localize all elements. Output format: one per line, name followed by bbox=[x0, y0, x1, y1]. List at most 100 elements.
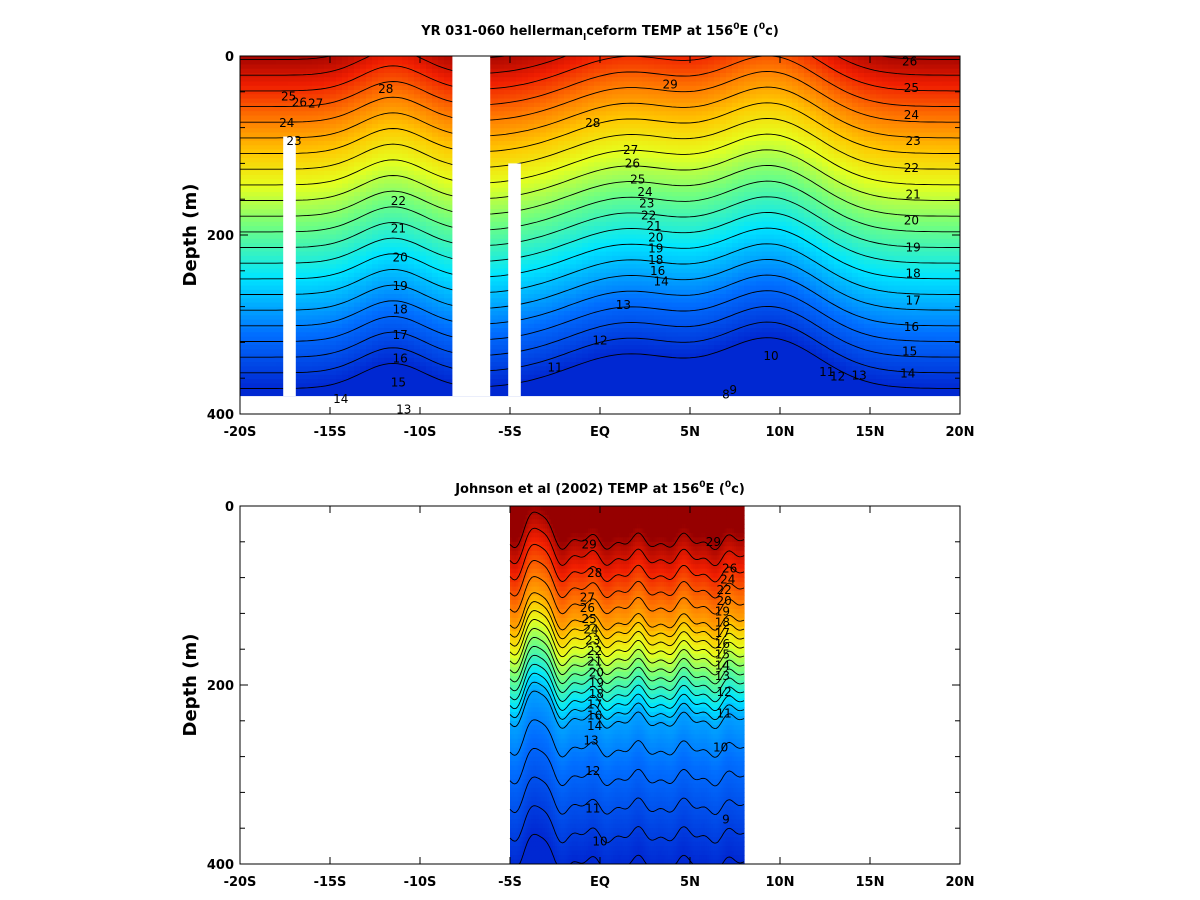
field-cell bbox=[264, 141, 271, 146]
field-cell bbox=[384, 217, 391, 223]
field-cell bbox=[576, 230, 583, 236]
field-cell bbox=[420, 285, 427, 291]
field-cell bbox=[348, 238, 355, 244]
field-cell bbox=[408, 81, 415, 87]
field-cell bbox=[342, 81, 349, 87]
field-cell bbox=[366, 209, 373, 214]
field-cell bbox=[264, 145, 271, 151]
field-cell bbox=[330, 345, 337, 350]
field-cell bbox=[372, 175, 379, 180]
field-cell bbox=[564, 311, 571, 316]
field-cell bbox=[492, 56, 499, 61]
field-cell bbox=[582, 383, 589, 389]
field-cell bbox=[396, 349, 403, 355]
field-cell bbox=[384, 107, 391, 112]
field-cell bbox=[276, 260, 283, 265]
field-cell bbox=[372, 268, 379, 274]
field-cell bbox=[378, 277, 385, 282]
field-cell bbox=[582, 132, 589, 138]
field-cell bbox=[504, 64, 511, 70]
field-cell bbox=[270, 387, 277, 393]
field-cell bbox=[246, 209, 253, 214]
field-cell bbox=[348, 323, 355, 329]
field-cell bbox=[294, 268, 301, 274]
field-cell bbox=[366, 141, 373, 146]
field-cell bbox=[570, 141, 577, 146]
field-cell bbox=[588, 77, 595, 83]
field-cell bbox=[426, 255, 433, 261]
field-cell bbox=[348, 56, 355, 61]
field-cell bbox=[534, 102, 541, 108]
field-cell bbox=[384, 328, 391, 333]
field-cell bbox=[516, 81, 523, 87]
field-cell bbox=[288, 56, 295, 61]
field-cell bbox=[444, 213, 451, 219]
field-cell bbox=[432, 285, 439, 291]
field-cell bbox=[390, 85, 397, 91]
field-cell bbox=[348, 102, 355, 108]
field-cell bbox=[366, 298, 373, 304]
field-cell bbox=[336, 243, 343, 248]
field-cell bbox=[444, 81, 451, 87]
field-cell bbox=[372, 272, 379, 278]
field-cell bbox=[324, 213, 331, 219]
field-cell bbox=[264, 251, 271, 257]
field-cell bbox=[360, 230, 367, 236]
field-cell bbox=[360, 285, 367, 291]
field-cell bbox=[432, 298, 439, 304]
field-cell bbox=[282, 90, 289, 95]
field-cell bbox=[522, 272, 529, 278]
field-cell bbox=[354, 311, 361, 316]
field-cell bbox=[498, 170, 505, 176]
field-cell bbox=[540, 175, 547, 180]
field-cell bbox=[402, 323, 409, 329]
field-cell bbox=[528, 281, 535, 287]
field-cell bbox=[534, 200, 541, 206]
field-cell bbox=[324, 77, 331, 83]
field-cell bbox=[528, 85, 535, 91]
field-cell bbox=[246, 200, 253, 206]
field-cell bbox=[348, 136, 355, 142]
field-cell bbox=[576, 391, 583, 397]
field-cell bbox=[594, 166, 601, 172]
field-cell bbox=[360, 73, 367, 78]
field-cell bbox=[570, 64, 577, 70]
field-cell bbox=[348, 107, 355, 112]
field-cell bbox=[582, 158, 589, 163]
field-cell bbox=[252, 107, 259, 112]
field-cell bbox=[378, 209, 385, 214]
field-cell bbox=[600, 90, 607, 95]
field-cell bbox=[546, 264, 553, 270]
field-cell bbox=[306, 217, 313, 223]
field-cell bbox=[564, 81, 571, 87]
field-cell bbox=[294, 77, 301, 83]
field-cell bbox=[396, 64, 403, 70]
field-cell bbox=[498, 234, 505, 240]
field-cell bbox=[384, 230, 391, 236]
field-cell bbox=[276, 124, 283, 129]
field-cell bbox=[522, 238, 529, 244]
field-cell bbox=[564, 298, 571, 304]
field-cell bbox=[546, 124, 553, 129]
field-cell bbox=[252, 209, 259, 214]
field-cell bbox=[276, 391, 283, 397]
field-cell bbox=[612, 166, 619, 172]
field-cell bbox=[552, 141, 559, 146]
field-cell bbox=[384, 149, 391, 155]
field-cell bbox=[258, 289, 265, 295]
field-cell bbox=[570, 353, 577, 359]
field-cell bbox=[240, 319, 247, 325]
field-cell bbox=[252, 64, 259, 70]
field-cell bbox=[276, 319, 283, 325]
field-cell bbox=[408, 179, 415, 185]
field-cell bbox=[504, 370, 511, 376]
field-cell bbox=[300, 379, 307, 384]
field-cell bbox=[426, 64, 433, 70]
field-cell bbox=[414, 209, 421, 214]
field-cell bbox=[294, 98, 301, 104]
field-cell bbox=[240, 391, 247, 397]
field-cell bbox=[504, 170, 511, 176]
field-cell bbox=[360, 77, 367, 83]
field-cell bbox=[606, 285, 613, 291]
field-cell bbox=[540, 56, 547, 61]
